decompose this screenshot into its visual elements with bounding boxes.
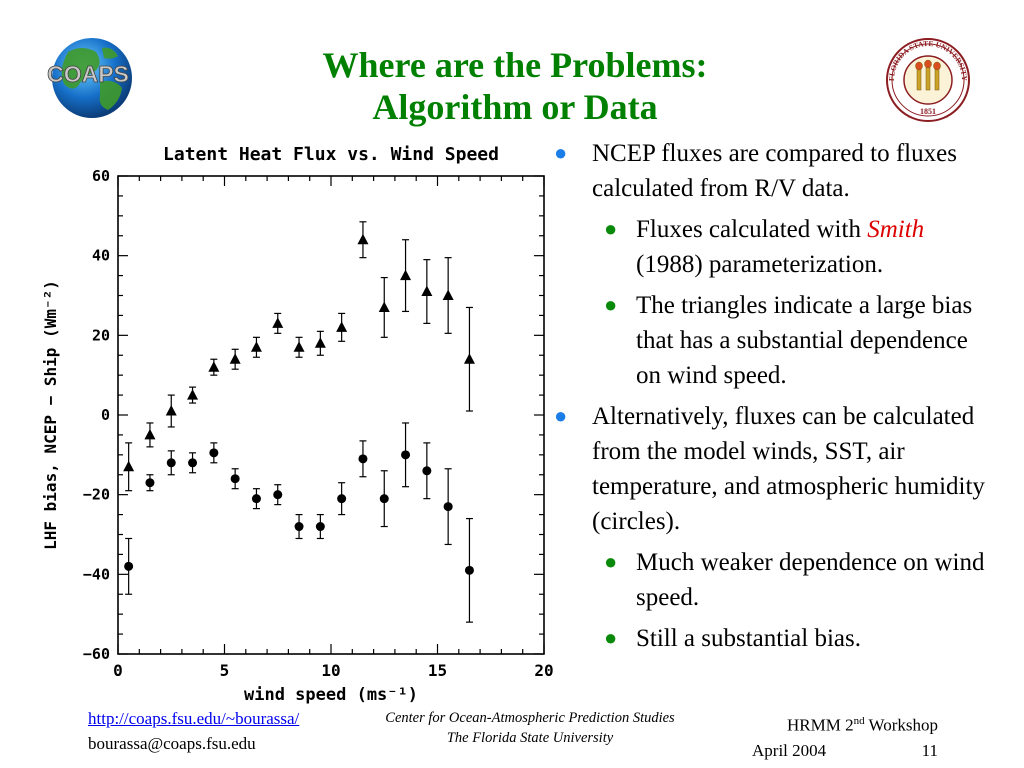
- x-tick-label: 0: [113, 661, 123, 680]
- data-point-circle: [294, 522, 304, 532]
- bullet-1a: ● Fluxes calculated with Smith (1988) pa…: [552, 212, 992, 282]
- fsu-seal-logo: FLORIDA STATE UNIVERSITY 1851: [886, 38, 970, 122]
- bullet-1a-post: (1988) parameterization.: [636, 251, 884, 278]
- data-point-circle: [166, 458, 176, 468]
- data-point-triangle: [400, 269, 412, 281]
- slide-title: Where are the Problems: Algorithm or Dat…: [230, 44, 800, 128]
- data-point-triangle: [229, 353, 241, 364]
- workshop-name-sup: nd: [853, 715, 865, 727]
- data-point-circle: [230, 474, 240, 484]
- bullet-2-text: Alternatively, fluxes can be calculated …: [592, 403, 985, 535]
- series-circles: [124, 422, 474, 623]
- y-axis-label: LHF bias, NCEP − Ship (Wm⁻²): [41, 280, 60, 550]
- data-point-triangle: [144, 428, 156, 440]
- y-tick-label: −60: [83, 645, 110, 663]
- data-point-circle: [443, 502, 453, 512]
- series-triangles: [123, 221, 475, 492]
- workshop-name-post: Workshop: [864, 715, 938, 735]
- x-tick-label: 5: [220, 661, 230, 680]
- sub-bullet-icon: ●: [604, 625, 618, 650]
- y-tick-label: 20: [92, 326, 110, 344]
- bullet-icon: ●: [554, 403, 568, 428]
- data-point-circle: [315, 522, 325, 532]
- data-point-triangle: [165, 405, 177, 416]
- bullet-2b: ● Still a substantial bias.: [552, 621, 992, 656]
- data-point-circle: [358, 454, 368, 464]
- y-tick-label: −40: [83, 565, 110, 583]
- plot-frame: [117, 175, 545, 655]
- data-point-triangle: [123, 460, 135, 472]
- data-point-triangle: [336, 321, 348, 332]
- data-point-circle: [124, 561, 134, 571]
- data-point-circle: [379, 494, 389, 504]
- bullet-1b: ● The triangles indicate a large bias th…: [552, 288, 992, 393]
- coaps-logo: COAPS: [47, 38, 132, 118]
- footer-homepage-link[interactable]: http://coaps.fsu.edu/~bourassa/: [88, 709, 300, 728]
- data-point-triangle: [314, 337, 326, 348]
- coaps-logo-text: COAPS: [47, 61, 129, 87]
- data-point-circle: [188, 458, 198, 468]
- bullet-1b-text: The triangles indicate a large bias that…: [636, 292, 973, 389]
- data-point-triangle: [208, 361, 220, 372]
- data-point-triangle: [442, 289, 454, 300]
- bullet-2b-text: Still a substantial bias.: [636, 625, 861, 652]
- data-point-triangle: [378, 301, 390, 312]
- footer-institution-line2: The Florida State University: [446, 730, 614, 746]
- data-point-triangle: [421, 285, 433, 297]
- data-point-circle: [273, 490, 283, 500]
- y-tick-label: 40: [92, 247, 110, 265]
- sub-bullet-icon: ●: [604, 292, 618, 317]
- y-tick-label: 60: [92, 167, 110, 185]
- bullet-2: ● Alternatively, fluxes can be calculate…: [552, 399, 992, 539]
- bullet-2a-text: Much weaker dependence on wind speed.: [636, 549, 985, 611]
- bullet-1-text: NCEP fluxes are compared to fluxes calcu…: [592, 140, 957, 202]
- data-point-triangle: [250, 341, 262, 352]
- seal-year: 1851: [920, 107, 936, 116]
- data-point-triangle: [293, 341, 305, 352]
- bullet-icon: ●: [554, 140, 568, 165]
- footer-workshop-name: HRMM 2nd Workshop: [752, 709, 938, 738]
- data-point-circle: [422, 466, 432, 476]
- data-point-circle: [464, 565, 474, 575]
- footer-institution-line1: Center for Ocean-Atmospheric Prediction …: [385, 710, 675, 726]
- sub-bullet-icon: ●: [604, 549, 618, 574]
- bullet-list: ● NCEP fluxes are compared to fluxes cal…: [552, 136, 992, 662]
- x-tick-label: 15: [428, 661, 447, 680]
- footer-workshop: HRMM 2nd Workshop April 2004 11: [752, 709, 938, 763]
- workshop-name-pre: HRMM 2: [786, 715, 854, 735]
- bullet-1: ● NCEP fluxes are compared to fluxes cal…: [552, 136, 992, 206]
- slide-title-line1: Where are the Problems:: [322, 45, 708, 85]
- data-point-circle: [401, 450, 411, 460]
- data-point-triangle: [187, 389, 199, 400]
- data-point-circle: [145, 478, 155, 488]
- x-tick-label: 10: [321, 661, 340, 680]
- data-point-circle: [209, 448, 219, 458]
- x-axis-label: wind speed (ms⁻¹): [244, 685, 418, 705]
- latent-heat-flux-chart: Latent Heat Flux vs. Wind Speed 0 5 10 15 20 −…: [41, 144, 554, 705]
- footer-date: April 2004: [752, 740, 827, 760]
- seal-torches: [915, 59, 941, 91]
- y-tick-label: 0: [101, 406, 110, 424]
- y-tick-label: −20: [83, 486, 110, 504]
- data-point-triangle: [463, 353, 475, 364]
- bullet-1a-pre: Fluxes calculated with: [636, 216, 868, 243]
- chart-title: Latent Heat Flux vs. Wind Speed: [163, 144, 499, 165]
- sub-bullet-icon: ●: [604, 216, 618, 241]
- data-point-circle: [337, 494, 347, 504]
- bullet-2a: ● Much weaker dependence on wind speed.: [552, 545, 992, 615]
- data-point-triangle: [272, 317, 284, 328]
- x-tick-label: 20: [534, 661, 553, 680]
- footer-institution: Center for Ocean-Atmospheric Prediction …: [360, 708, 700, 748]
- slide-title-line2: Algorithm or Data: [372, 87, 658, 127]
- data-point-triangle: [357, 233, 369, 245]
- data-point-circle: [251, 494, 261, 504]
- bullet-1a-emphasis: Smith: [867, 216, 925, 243]
- footer-email: bourassa@coaps.fsu.edu: [88, 734, 256, 753]
- slide-number: 11: [921, 740, 938, 760]
